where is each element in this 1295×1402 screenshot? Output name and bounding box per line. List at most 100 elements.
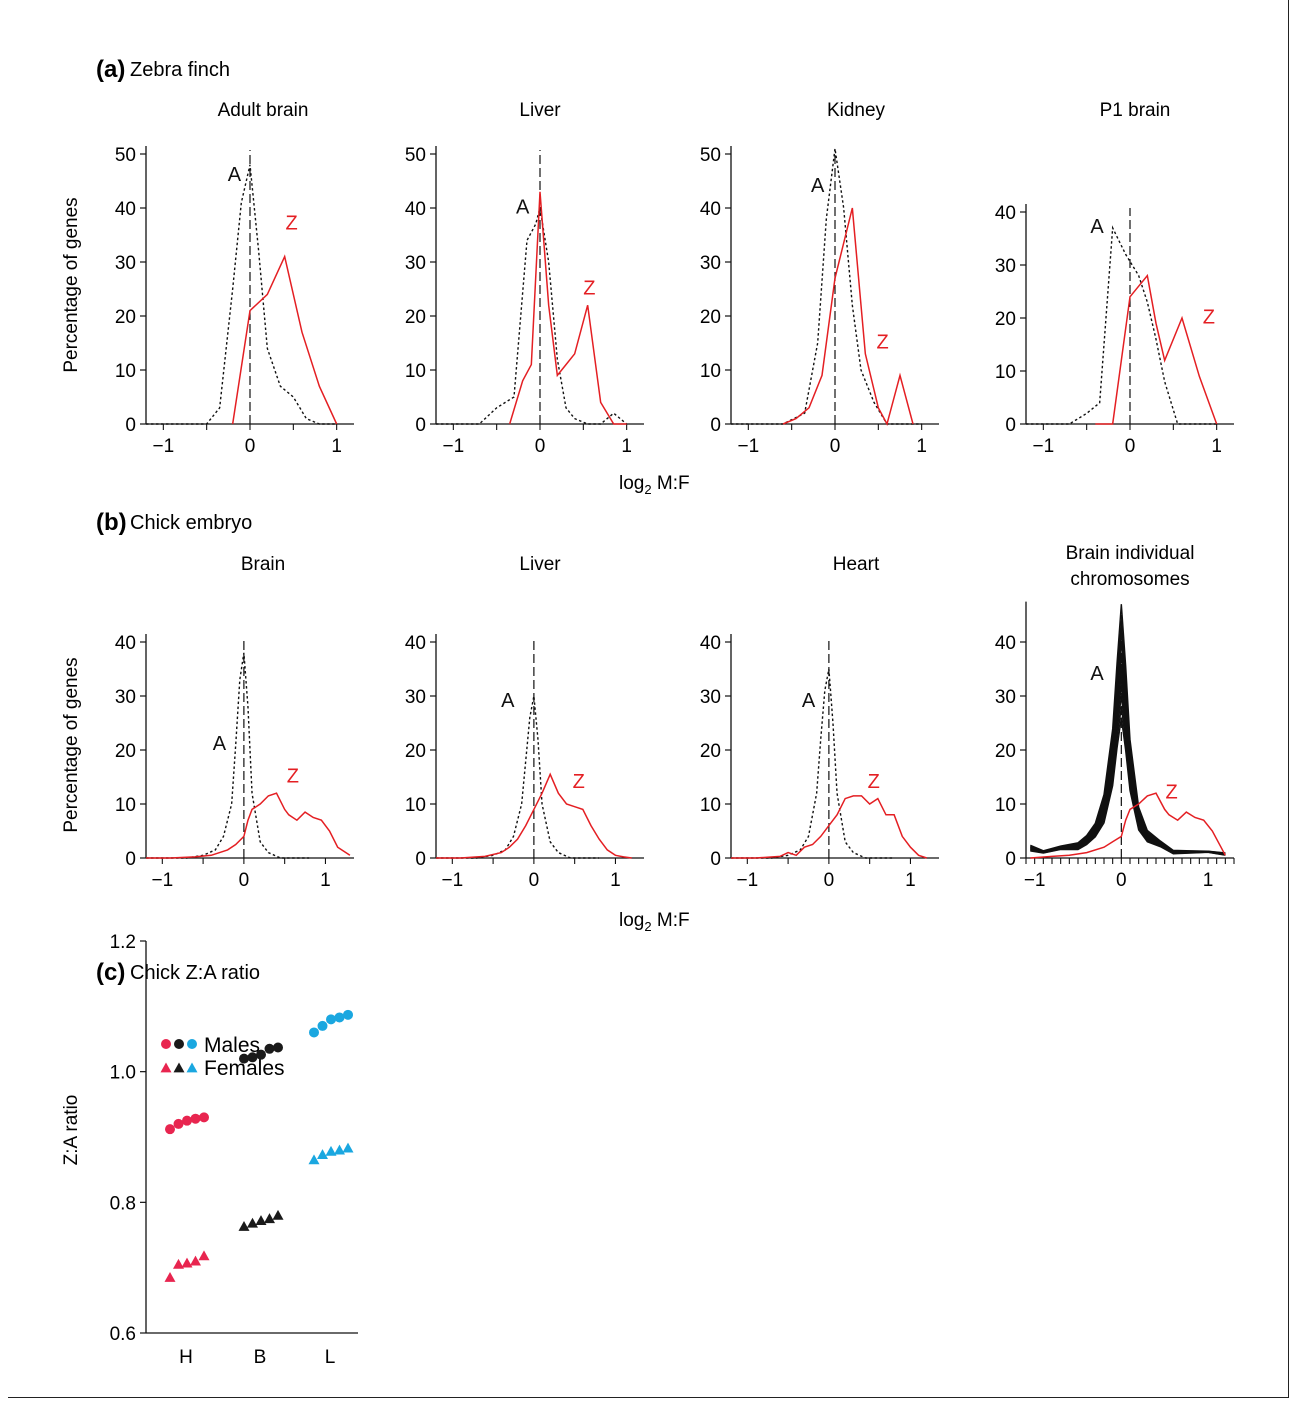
x-tick-label: −1 [736,870,758,891]
female-point [342,1142,354,1153]
y-tick-label: 10 [700,795,721,816]
female-point [164,1271,176,1282]
y-tick-label: 30 [995,687,1016,708]
y-tick-label: 0 [415,415,426,436]
male-point [343,1009,353,1020]
series-a-label: A [1090,663,1104,685]
legend-female-marker [186,1062,198,1073]
y-tick-label: 20 [405,307,426,328]
y-tick-label: 0.6 [110,1324,136,1345]
x-category-label-L: L [325,1347,336,1368]
female-point [264,1213,275,1224]
chart-a-0: Adult brain 0 10 20 30 40 50 −1 0 1 A Z [115,100,354,457]
x-tick-label: 1 [621,436,632,457]
series-a-line [731,148,922,425]
x-category-label-H: H [179,1347,193,1368]
x-tick-label: −1 [441,870,463,891]
y-tick-label: 10 [115,795,136,816]
figure-canvas: (a) Zebra finch (b) Chick embryo (c) Chi… [61,56,1235,1368]
x-category-label-B: B [254,1347,267,1368]
female-point [317,1149,328,1160]
series-z-line [231,254,338,425]
y-tick-label: 20 [700,307,721,328]
female-point [181,1257,193,1268]
chart-title: Adult brain [218,100,309,121]
legend-male-marker [174,1039,184,1049]
y-tick-label: 40 [115,633,136,654]
y-tick-label: 0 [125,415,136,436]
series-z-label: Z [573,771,585,793]
chart-title: Kidney [827,100,886,121]
y-axis-label-a: Percentage of genes [61,197,82,372]
y-axis-label-c: Z:A ratio [61,1095,82,1166]
x-tick-label: −1 [1032,436,1054,457]
female-point [238,1221,250,1231]
x-tick-label: 0 [1116,870,1127,891]
male-point [264,1043,275,1054]
series-z-line [731,795,928,859]
x-tick-label: 1 [320,870,331,891]
series-z-line [782,207,914,427]
y-tick-label: 30 [115,253,136,274]
female-point [173,1258,184,1269]
x-tick-label: 0 [1125,436,1136,457]
series-z-line [1095,273,1218,425]
legend-females-label: Females [204,1057,285,1080]
y-tick-label: 30 [405,253,426,274]
chart-b-7: Brain individual chromosomes 0 10 20 30 40 −1 0 1… [995,543,1235,891]
chart-b-6: Heart 0 10 20 30 40 −1 0 1 A Z [700,554,939,891]
y-tick-label: 0 [415,849,426,870]
male-point [190,1113,201,1124]
legend-male-marker [187,1039,197,1049]
panel-b-letter: (b) [96,509,127,536]
y-tick-label: 40 [995,633,1016,654]
series-z-line [1030,792,1226,859]
series-a-label: A [1090,216,1104,238]
y-tick-label: 50 [115,145,136,166]
y-tick-label: 0 [710,415,721,436]
chart-title: Liver [519,100,561,121]
y-tick-label: 10 [115,361,136,382]
male-point [256,1049,266,1060]
female-point [325,1145,337,1156]
panel-a-letter: (a) [96,56,125,83]
series-z-label: Z [285,213,297,235]
legend-male-marker [161,1039,171,1049]
y-tick-label: 40 [995,203,1016,224]
male-point [334,1012,345,1023]
chart-b-4: Brain 0 10 20 30 40 −1 0 1 A Z [115,554,354,891]
y-tick-label: 10 [405,361,426,382]
female-point [272,1209,284,1220]
series-a-label: A [516,196,530,218]
panel-c-title: Chick Z:A ratio [130,962,260,984]
y-tick-label: 20 [115,307,136,328]
x-tick-label: 1 [1203,870,1214,891]
chart-b-5: Liver 0 10 20 30 40 −1 0 1 A Z [405,554,644,891]
series-a-line-10 [1030,717,1226,856]
y-tick-label: 0 [125,849,136,870]
series-a-label: A [501,690,515,712]
series-a-label: A [811,175,825,197]
x-tick-label: −1 [152,436,174,457]
series-a-line [436,207,628,425]
x-tick-label: 1 [1211,436,1222,457]
series-a-label: A [213,733,227,755]
male-point [247,1052,258,1063]
female-point [334,1144,345,1155]
chart-title: Heart [833,554,880,575]
series-z-label: Z [868,771,880,793]
y-tick-label: 40 [115,199,136,220]
legend-female-marker [160,1062,172,1073]
male-point [326,1014,336,1025]
y-tick-label: 20 [115,741,136,762]
series-z-label: Z [583,277,595,299]
chart-title: Brain [241,554,285,575]
male-point [182,1115,192,1126]
series-a-label: A [228,164,242,186]
male-point [165,1124,175,1135]
male-point [309,1027,319,1038]
x-tick-label: 0 [824,870,835,891]
y-tick-label: 0 [1005,849,1016,870]
series-a-line [436,695,600,859]
